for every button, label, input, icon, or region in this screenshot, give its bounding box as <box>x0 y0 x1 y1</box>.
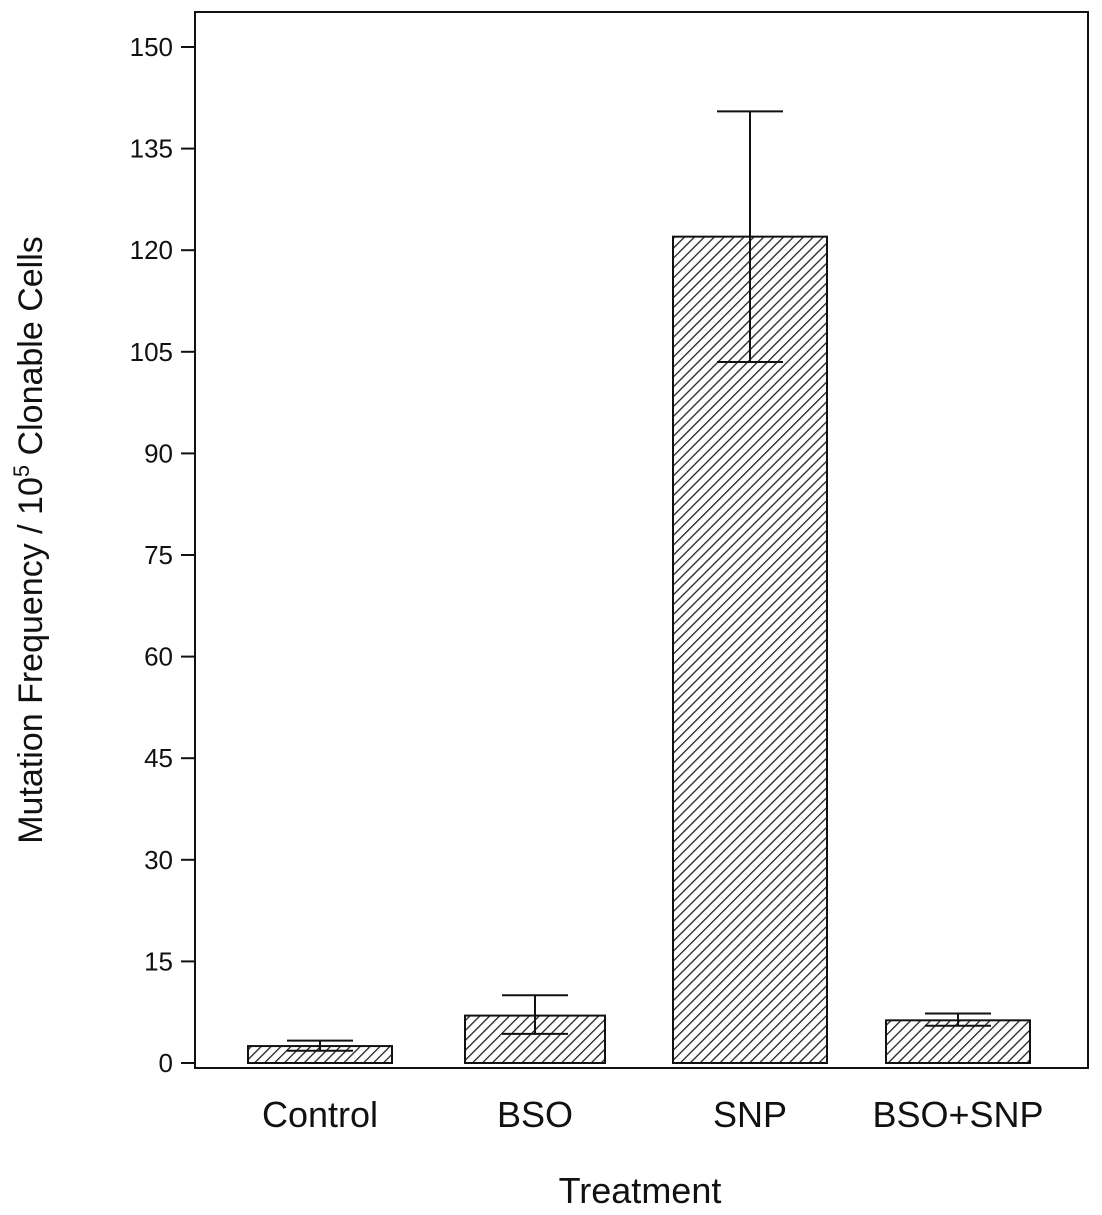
y-axis-title-superscript: 5 <box>9 465 34 477</box>
y-axis-title-main: Mutation Frequency / 10 <box>12 477 50 844</box>
error-bar-bso <box>502 994 568 1035</box>
y-tick-label-0: 0 <box>159 1048 173 1078</box>
y-tick-label-8: 120 <box>130 235 173 265</box>
y-tick-label-5: 75 <box>144 540 173 570</box>
error-bar-control <box>287 1039 353 1052</box>
error-bars <box>287 110 991 1052</box>
x-category-label-0: Control <box>262 1094 378 1135</box>
y-tick-label-2: 30 <box>144 845 173 875</box>
y-tick-label-9: 135 <box>130 134 173 164</box>
y-tick-label-10: 150 <box>130 32 173 62</box>
bar-bso-snp <box>885 1019 1031 1065</box>
y-axis-title: Mutation Frequency / 105 Clonable Cells <box>9 236 50 844</box>
y-tick-label-6: 90 <box>144 438 173 468</box>
bar-bso <box>464 1014 606 1065</box>
y-tick-label-7: 105 <box>130 337 173 367</box>
x-axis-title: Treatment <box>559 1170 722 1211</box>
x-category-label-3: BSO+SNP <box>872 1094 1043 1135</box>
bars <box>247 235 1031 1065</box>
plot-frame <box>194 11 1089 1069</box>
y-tick-label-4: 60 <box>144 642 173 672</box>
y-tick-label-1: 15 <box>144 946 173 976</box>
y-tick-label-3: 45 <box>144 743 173 773</box>
x-category-label-2: SNP <box>713 1094 787 1135</box>
error-bar-bso-snp <box>925 1012 991 1027</box>
x-axis: Control BSO SNP BSO+SNP <box>262 1094 1044 1135</box>
x-category-label-1: BSO <box>497 1094 573 1135</box>
y-axis: 0 15 30 45 60 75 90 105 120 135 150 <box>130 32 195 1078</box>
error-bar-snp <box>717 110 783 363</box>
y-axis-title-tail: Clonable Cells <box>12 236 50 465</box>
bar-snp <box>672 235 828 1065</box>
